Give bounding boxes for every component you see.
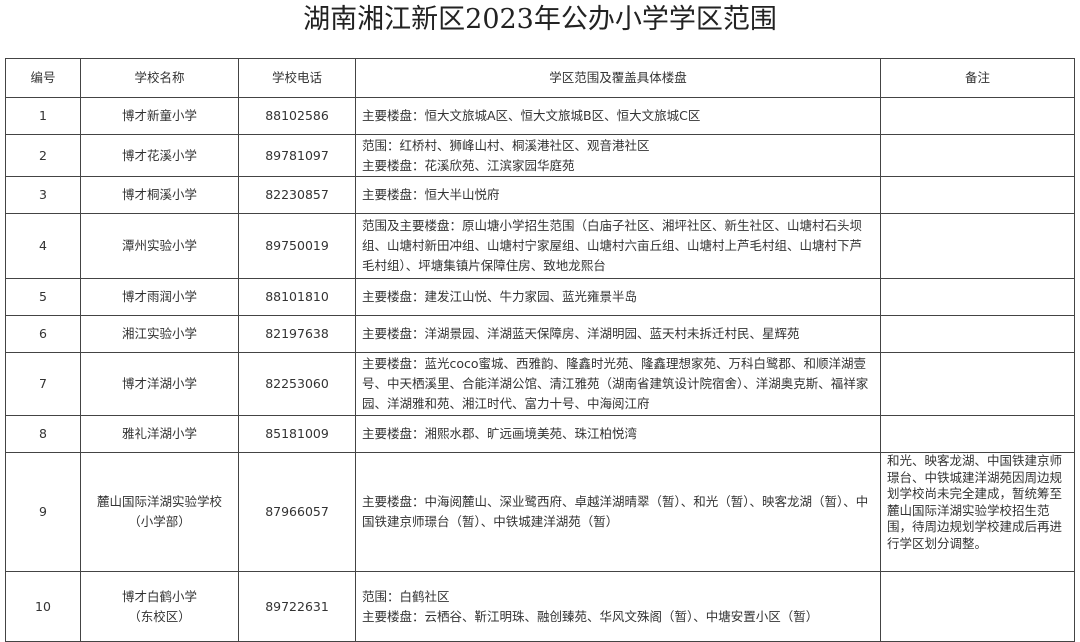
table-row: 8 雅礼洋湖小学 85181009 主要楼盘：湘熙水郡、旷远画境美苑、珠江柏悦湾 <box>5 415 1075 453</box>
school-name-line: 博才新童小学 <box>121 108 197 123</box>
district-scope: 范围：红桥村、狮峰山村、桐溪港社区、观音港社区 主要楼盘：花溪欣苑、江滨家园华庭苑 <box>355 134 881 177</box>
school-name: 博才雨润小学 <box>80 278 239 316</box>
school-name-line: 博才桐溪小学 <box>121 187 197 202</box>
table-row: 4 潭州实验小学 89750019 范围及主要楼盘：原山塘小学招生范围（白庙子社区、湘… <box>5 213 1075 279</box>
school-name-line: 麓山国际洋湖实验学校 <box>96 494 222 509</box>
note <box>880 352 1075 416</box>
district-scope: 主要楼盘：建发江山悦、牛力家园、蓝光雍景半岛 <box>355 278 881 316</box>
school-name-line: （东校区） <box>128 608 191 624</box>
district-scope: 主要楼盘：蓝光coco蜜城、西雅韵、隆鑫时光苑、隆鑫理想家苑、万科白鹭郡、和顺洋… <box>355 352 881 416</box>
school-phone: 88101810 <box>238 278 356 316</box>
school-phone: 82253060 <box>238 352 356 416</box>
row-number: 10 <box>5 571 81 642</box>
school-name-line: 湘江实验小学 <box>121 326 197 341</box>
row-number: 6 <box>5 315 81 353</box>
school-district-table: 编号 学校名称 学校电话 学区范围及覆盖具体楼盘 备注 1 博才新童小学 88102… <box>5 58 1075 642</box>
scope-line: 主要楼盘：洋湖景园、洋湖蓝天保障房、洋湖明园、蓝天村未拆迁村民、星辉苑 <box>362 326 800 341</box>
note <box>880 278 1075 316</box>
school-phone: 89722631 <box>238 571 356 642</box>
row-number: 1 <box>5 97 81 135</box>
school-name: 雅礼洋湖小学 <box>80 415 239 453</box>
table-row: 6 湘江实验小学 82197638 主要楼盘：洋湖景园、洋湖蓝天保障房、洋湖明园、蓝天… <box>5 315 1075 353</box>
scope-line: 主要楼盘：花溪欣苑、江滨家园华庭苑 <box>362 157 575 173</box>
page-title: 湖南湘江新区2023年公办小学学区范围 <box>303 4 777 35</box>
table-row: 7 博才洋湖小学 82253060 主要楼盘：蓝光coco蜜城、西雅韵、隆鑫时光苑、隆… <box>5 352 1075 416</box>
school-name: 博才洋湖小学 <box>80 352 239 416</box>
school-phone: 82197638 <box>238 315 356 353</box>
school-name-line: 博才雨润小学 <box>121 289 197 304</box>
note <box>880 315 1075 353</box>
district-scope: 主要楼盘：恒大半山悦府 <box>355 176 881 214</box>
school-name: 麓山国际洋湖实验学校 （小学部） <box>80 452 239 572</box>
scope-line: 主要楼盘：中海阅麓山、深业鹭西府、卓越洋湖晴翠（暂）、和光（暂）、映客龙湖（暂）… <box>362 494 869 529</box>
note <box>880 571 1075 642</box>
column-header-district-scope: 学区范围及覆盖具体楼盘 <box>355 58 881 98</box>
column-header-school-name: 学校名称 <box>80 58 239 98</box>
scope-line: 范围：白鹤社区 <box>362 588 450 604</box>
school-name-line: 博才花溪小学 <box>121 147 197 163</box>
table-row: 9 麓山国际洋湖实验学校 （小学部） 87966057 主要楼盘：中海阅麓山、深业鹭西府… <box>5 452 1075 572</box>
district-scope: 主要楼盘：湘熙水郡、旷远画境美苑、珠江柏悦湾 <box>355 415 881 453</box>
note <box>880 176 1075 214</box>
column-header-phone: 学校电话 <box>238 58 356 98</box>
school-name-line: （小学部） <box>128 514 191 529</box>
table-row: 3 博才桐溪小学 82230857 主要楼盘：恒大半山悦府 <box>5 176 1075 214</box>
row-number: 8 <box>5 415 81 453</box>
district-scope: 范围：白鹤社区主要楼盘：云栖谷、靳江明珠、融创臻苑、华风文殊阁（暂）、中塘安置小… <box>355 571 881 642</box>
school-phone: 89750019 <box>238 213 356 279</box>
note <box>880 97 1075 135</box>
column-header-number: 编号 <box>5 58 81 98</box>
school-name: 博才桐溪小学 <box>80 176 239 214</box>
note: 和光、映客龙湖、中国铁建京师璟台、中铁城建洋湖苑因周边规划学校尚未完全建成，暂统… <box>880 452 1075 572</box>
row-number: 4 <box>5 213 81 279</box>
school-name: 博才新童小学 <box>80 97 239 135</box>
note <box>880 134 1075 177</box>
row-number: 2 <box>5 134 81 177</box>
table-header-row: 编号 学校名称 学校电话 学区范围及覆盖具体楼盘 备注 <box>5 58 1075 98</box>
school-name: 湘江实验小学 <box>80 315 239 353</box>
school-name: 博才白鹤小学 （东校区） <box>80 571 239 642</box>
row-number: 9 <box>5 452 81 572</box>
scope-line: 主要楼盘：建发江山悦、牛力家园、蓝光雍景半岛 <box>362 289 638 304</box>
row-number: 7 <box>5 352 81 416</box>
school-phone: 89781097 <box>238 134 356 177</box>
table-row: 1 博才新童小学 88102586 主要楼盘：恒大文旅城A区、恒大文旅城B区、恒大文旅… <box>5 97 1075 135</box>
row-number: 3 <box>5 176 81 214</box>
district-scope: 范围及主要楼盘：原山塘小学招生范围（白庙子社区、湘坪社区、新生社区、山塘村石头坝… <box>355 213 881 279</box>
scope-line: 主要楼盘：恒大半山悦府 <box>362 187 500 202</box>
scope-line: 主要楼盘：云栖谷、靳江明珠、融创臻苑、华风文殊阁（暂）、中塘安置小区（暂） <box>362 608 819 624</box>
scope-line: 主要楼盘：恒大文旅城A区、恒大文旅城B区、恒大文旅城C区 <box>362 108 701 123</box>
school-name-line: 博才白鹤小学 <box>121 588 197 604</box>
column-header-note: 备注 <box>880 58 1075 98</box>
note <box>880 213 1075 279</box>
scope-line: 主要楼盘：湘熙水郡、旷远画境美苑、珠江柏悦湾 <box>362 426 638 441</box>
school-phone: 88102586 <box>238 97 356 135</box>
scope-line: 范围：红桥村、狮峰山村、桐溪港社区、观音港社区 <box>362 137 650 153</box>
table-row: 10 博才白鹤小学 （东校区） 89722631 范围：白鹤社区 主要楼盘：云栖谷、靳江明… <box>5 571 1075 642</box>
school-name-line: 潭州实验小学 <box>121 238 197 253</box>
school-phone: 82230857 <box>238 176 356 214</box>
scope-line: 范围及主要楼盘：原山塘小学招生范围（白庙子社区、湘坪社区、新生社区、山塘村石头坝… <box>362 218 863 273</box>
school-phone: 87966057 <box>238 452 356 572</box>
school-name-line: 博才洋湖小学 <box>121 376 197 391</box>
table-row: 2 博才花溪小学 89781097 范围：红桥村、狮峰山村、桐溪港社区、观音港社区 主要… <box>5 134 1075 177</box>
school-name: 潭州实验小学 <box>80 213 239 279</box>
district-scope: 主要楼盘：恒大文旅城A区、恒大文旅城B区、恒大文旅城C区 <box>355 97 881 135</box>
table-row: 5 博才雨润小学 88101810 主要楼盘：建发江山悦、牛力家园、蓝光雍景半岛 <box>5 278 1075 316</box>
school-phone: 85181009 <box>238 415 356 453</box>
scope-line: 主要楼盘：蓝光coco蜜城、西雅韵、隆鑫时光苑、隆鑫理想家苑、万科白鹭郡、和顺洋… <box>362 356 869 411</box>
school-name-line: 雅礼洋湖小学 <box>121 426 197 441</box>
row-number: 5 <box>5 278 81 316</box>
school-name: 博才花溪小学 <box>80 134 239 177</box>
district-scope: 主要楼盘：中海阅麓山、深业鹭西府、卓越洋湖晴翠（暂）、和光（暂）、映客龙湖（暂）… <box>355 452 881 572</box>
note <box>880 415 1075 453</box>
district-scope: 主要楼盘：洋湖景园、洋湖蓝天保障房、洋湖明园、蓝天村未拆迁村民、星辉苑 <box>355 315 881 353</box>
